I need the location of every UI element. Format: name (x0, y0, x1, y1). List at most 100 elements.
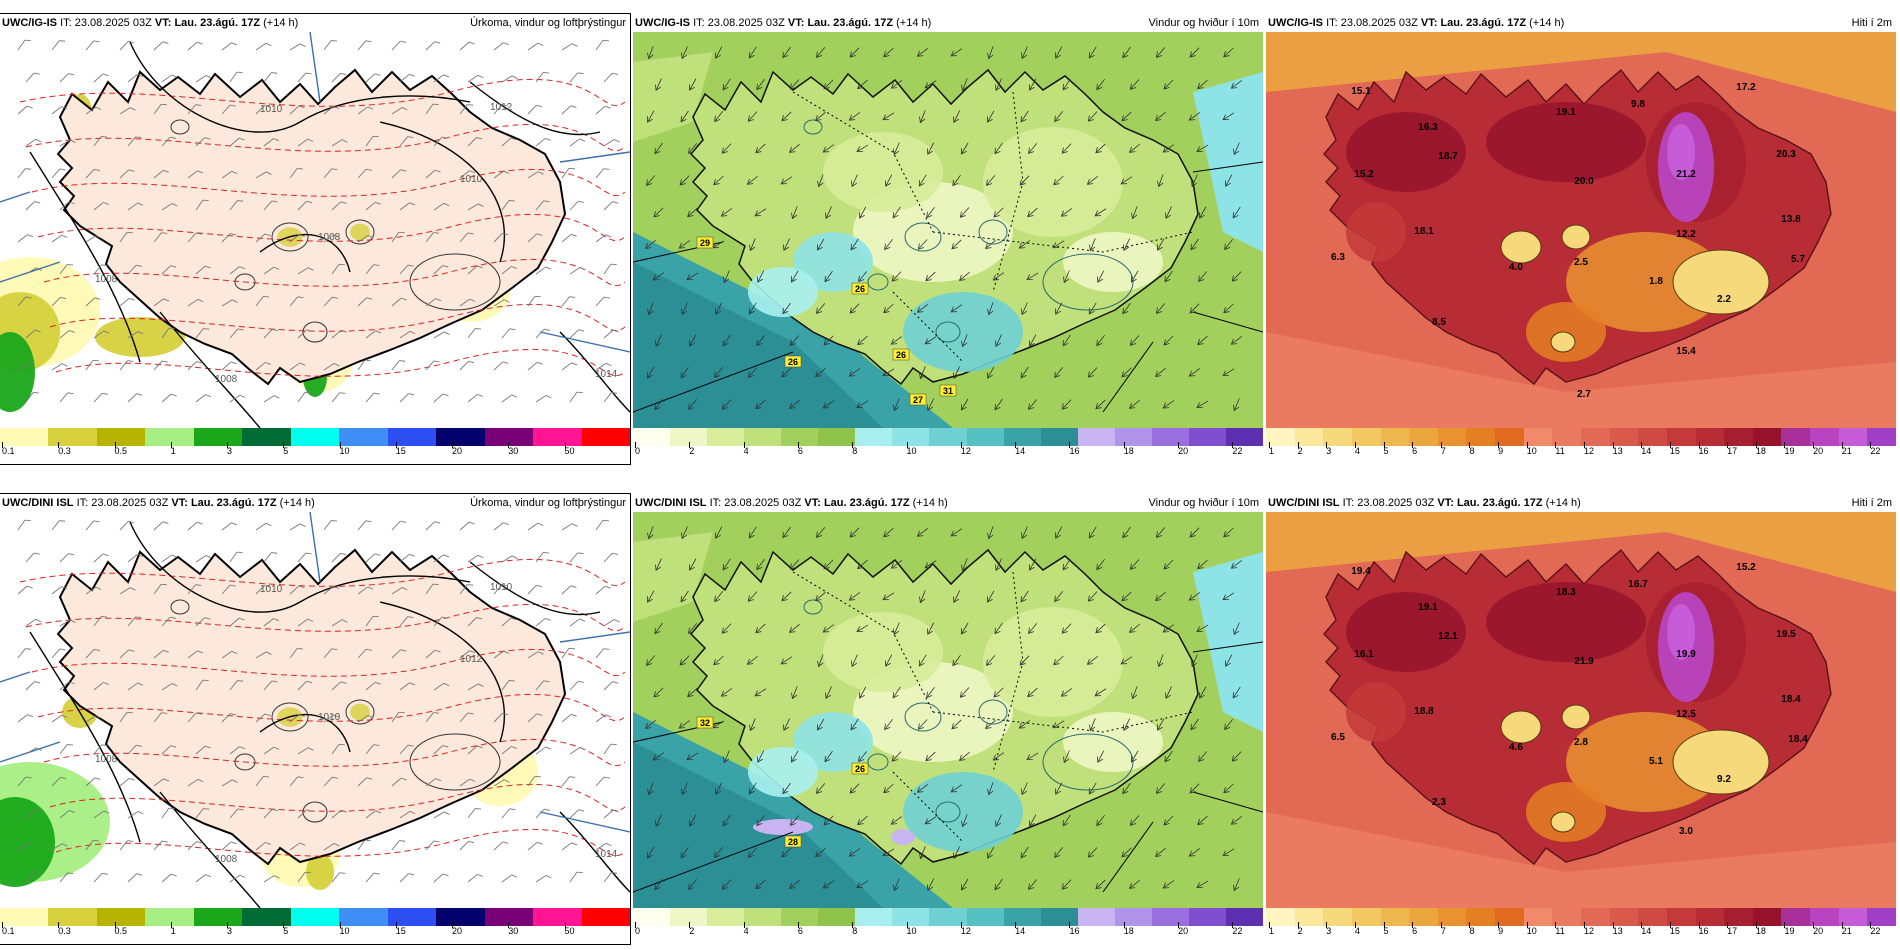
temperature-label: 13.8 (1781, 214, 1801, 225)
colorbar-swatch (436, 908, 486, 926)
colorbar-swatch (1294, 428, 1324, 446)
colorbar-swatch (242, 428, 292, 446)
colorbar-wind: 0 2 4 6 8 10 12 14 16 18 20 22 (633, 908, 1263, 936)
colorbar-swatch (1114, 428, 1153, 446)
colorbar-swatch (892, 908, 930, 926)
panel-header: UWC/DINI ISL IT: 23.08.2025 03Z VT: Lau.… (1266, 494, 1896, 512)
colorbar-swatch (1188, 908, 1227, 926)
isobar-label: 1010 (260, 104, 283, 115)
temperature-label: 19.5 (1776, 629, 1796, 640)
colorbar-swatch (1495, 428, 1525, 446)
product-title: Hiti í 2m (1851, 17, 1892, 29)
colorbar-tick (852, 922, 854, 928)
colorbar-swatch (892, 428, 930, 446)
colorbar-tick-label: 12 (960, 926, 971, 936)
colorbar-swatch (581, 428, 630, 446)
map-temperature: 15.1 16.3 15.2 18.7 18.1 19.1 9.8 21.2 20.0 17.2 2… (1266, 32, 1896, 428)
colorbar-swatch (1409, 908, 1439, 926)
colorbar-tick-label: 0 (635, 446, 641, 456)
colorbar-tick (1641, 922, 1643, 928)
temperature-label: 19.1 (1418, 602, 1438, 613)
colorbar-tick (1412, 922, 1414, 928)
colorbar-tick-label: 5 (283, 926, 289, 936)
colorbar-tick (339, 442, 341, 448)
colorbar-tick-label: 9 (1498, 446, 1504, 456)
svg-text:31: 31 (943, 386, 953, 396)
colorbar-swatch (145, 428, 195, 446)
temperature-label: 5.7 (1791, 254, 1805, 265)
colorbar-swatch (1380, 428, 1410, 446)
colorbar-swatch (1838, 908, 1868, 926)
colorbar-swatch (193, 428, 243, 446)
colorbar-swatch (436, 428, 486, 446)
colorbar-swatch (633, 428, 671, 446)
vt-label: VT: (1420, 17, 1438, 29)
colorbar-tick (1698, 442, 1700, 448)
colorbar-tick (1526, 442, 1528, 448)
isobar-label: 1008 (95, 274, 118, 285)
lead-time: (+14 h) (1529, 17, 1565, 29)
colorbar-tick-label: 20 (452, 446, 463, 456)
colorbar-swatch (929, 428, 968, 446)
colorbar-tick-label: 1 (170, 926, 176, 936)
colorbar-swatch (1077, 908, 1116, 926)
colorbar-tick-label: 20 (1178, 446, 1189, 456)
panel-run-info: UWC/DINI ISL IT: 23.08.2025 03Z VT: Lau.… (2, 494, 315, 512)
colorbar-swatch (929, 908, 968, 926)
colorbar-tick (1178, 442, 1180, 448)
colorbar-tick (1755, 922, 1757, 928)
colorbar-tick (1412, 442, 1414, 448)
colorbar-swatch (48, 908, 98, 926)
colorbar-tick (1297, 442, 1299, 448)
colorbar-tick (1612, 442, 1614, 448)
temperature-label: 1.8 (1649, 276, 1663, 287)
colorbar-tick-label: 30 (508, 926, 519, 936)
colorbar-tick (1297, 922, 1299, 928)
svg-text:32: 32 (700, 718, 710, 728)
colorbar-swatch (339, 428, 389, 446)
vt-value: Lau. 23.ágú. 17Z (807, 17, 894, 29)
colorbar-swatch (1609, 908, 1639, 926)
colorbar-swatch (744, 908, 782, 926)
temperature-label: 5.1 (1649, 756, 1663, 767)
colorbar-tick (1015, 442, 1017, 448)
temperature-label: 18.7 (1438, 151, 1458, 162)
colorbar-tick (1123, 442, 1125, 448)
colorbar-tick-label: 20 (1178, 926, 1189, 936)
colorbar-swatch (387, 908, 437, 926)
colorbar-tick-label: 18 (1123, 446, 1134, 456)
colorbar-swatch (1724, 908, 1754, 926)
model-name: UWC/IG-IS (2, 17, 57, 29)
colorbar-swatch (1114, 908, 1153, 926)
colorbar-tick (2, 442, 3, 448)
colorbar-swatch (193, 908, 243, 926)
colorbar-tick-label: 1 (1269, 446, 1275, 456)
it-value: 23.08.2025 03Z (1340, 17, 1418, 29)
colorbar-swatch (242, 908, 292, 926)
colorbar-tick (1232, 922, 1234, 928)
colorbar-tick (1555, 922, 1557, 928)
temperature-label: 18.4 (1781, 694, 1801, 705)
colorbar-swatch (1695, 428, 1725, 446)
it-label: IT: (1342, 497, 1355, 509)
colorbar-tick (1069, 922, 1071, 928)
colorbar-tick-label: 18 (1755, 926, 1766, 936)
map-precip: 1010 1010 1012 1008 1008 1010 1014 (0, 512, 630, 908)
svg-text:26: 26 (896, 350, 906, 360)
colorbar-tick (227, 442, 228, 448)
colorbar-tick-label: 16 (1698, 446, 1709, 456)
colorbar-tick (1727, 922, 1729, 928)
it-value: 23.08.2025 03Z (724, 497, 802, 509)
isobar-label: 1010 (460, 174, 483, 185)
colorbar-swatch (1638, 908, 1668, 926)
colorbar-tick (1727, 442, 1729, 448)
colorbar-tick-label: 10 (339, 446, 350, 456)
gust-label: 27 (909, 393, 927, 406)
colorbar-swatch (1552, 428, 1582, 446)
colorbar-tick (1469, 922, 1471, 928)
it-value: 23.08.2025 03Z (74, 17, 152, 29)
colorbar-tick (1669, 442, 1671, 448)
colorbar-swatch (1188, 428, 1227, 446)
panel-run-info: UWC/DINI ISL IT: 23.08.2025 03Z VT: Lau.… (635, 494, 948, 512)
colorbar-tick (906, 922, 908, 928)
